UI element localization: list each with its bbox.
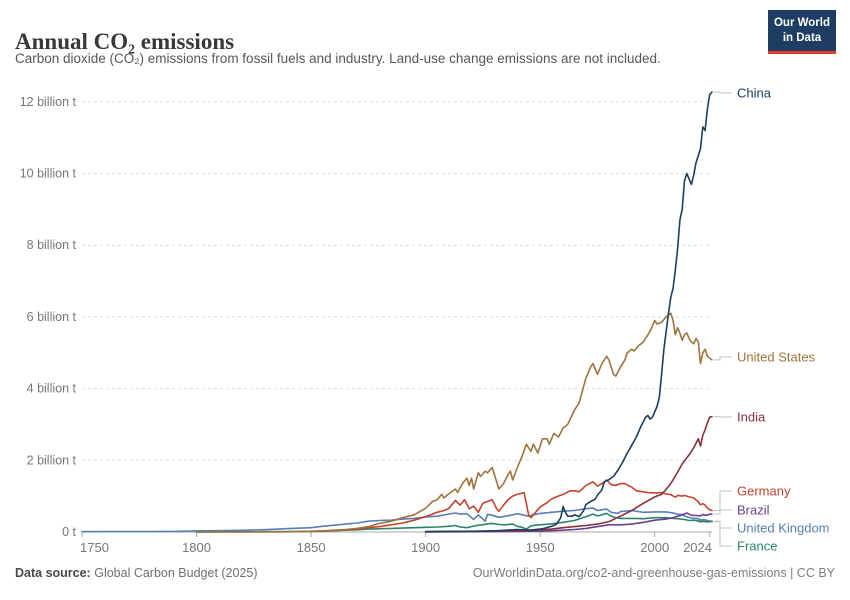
series-label-united-states[interactable]: United States [737,350,816,365]
series-line-united-states[interactable] [195,312,713,533]
owid-logo-line1: Our World [773,17,830,29]
series-leader-line-france [714,521,732,547]
series-label-brazil[interactable]: Brazil [737,503,770,518]
x-axis-tick-label: 1900 [411,540,440,555]
series-leader-line-germany [714,490,732,511]
y-axis-tick-label: 2 billion t [27,453,77,467]
series-label-united-kingdom[interactable]: United Kingdom [737,521,830,536]
data-source-label: Data source: [15,566,91,580]
y-axis-tick-label: 6 billion t [27,310,77,324]
series-line-germany[interactable] [310,479,713,533]
series-leader-line-united-kingdom [714,520,732,529]
owid-logo-line2: in Data [782,31,822,44]
series-line-france[interactable] [195,512,713,533]
series-label-germany[interactable]: Germany [737,484,791,499]
data-source-value: Global Carbon Budget (2025) [94,566,258,580]
data-source: Data source: Global Carbon Budget (2025) [15,566,258,580]
series-label-india[interactable]: India [737,410,766,425]
series-label-china[interactable]: China [737,86,772,101]
x-axis-tick-label: 1950 [526,540,555,555]
x-axis-tick-label: 2000 [640,540,669,555]
chart-title: Annual CO₂ emissions [15,29,235,55]
y-axis-tick-label: 4 billion t [27,382,77,396]
y-axis-tick-label: 8 billion t [27,238,77,252]
chart-subtitle: Carbon dioxide (CO₂) emissions from foss… [15,51,661,66]
series-leader-line-united-states [714,356,732,361]
x-axis-tick-label: 2024 [683,540,712,555]
y-axis-tick-label: 10 billion t [20,167,77,181]
series-line-brazil[interactable] [424,512,713,533]
series-line-india[interactable] [424,415,713,533]
x-axis-tick-label: 1750 [80,540,109,555]
x-axis-tick-label: 1850 [297,540,326,555]
owid-logo[interactable]: Our World in Data [768,10,836,54]
y-axis-tick-label: 12 billion t [20,95,77,109]
series-leader-line-brazil [714,509,732,515]
y-axis-tick-label: 0 t [62,525,76,539]
x-axis-tick-label: 1800 [182,540,211,555]
series-line-united-kingdom[interactable] [81,507,713,533]
series-leader-line-china [714,91,732,94]
chart-footer: Data source: Global Carbon Budget (2025)… [15,566,835,580]
series-label-france[interactable]: France [737,539,777,554]
footer-link[interactable]: OurWorldinData.org/co2-and-greenhouse-ga… [472,566,835,580]
series-line-china[interactable] [424,91,713,533]
